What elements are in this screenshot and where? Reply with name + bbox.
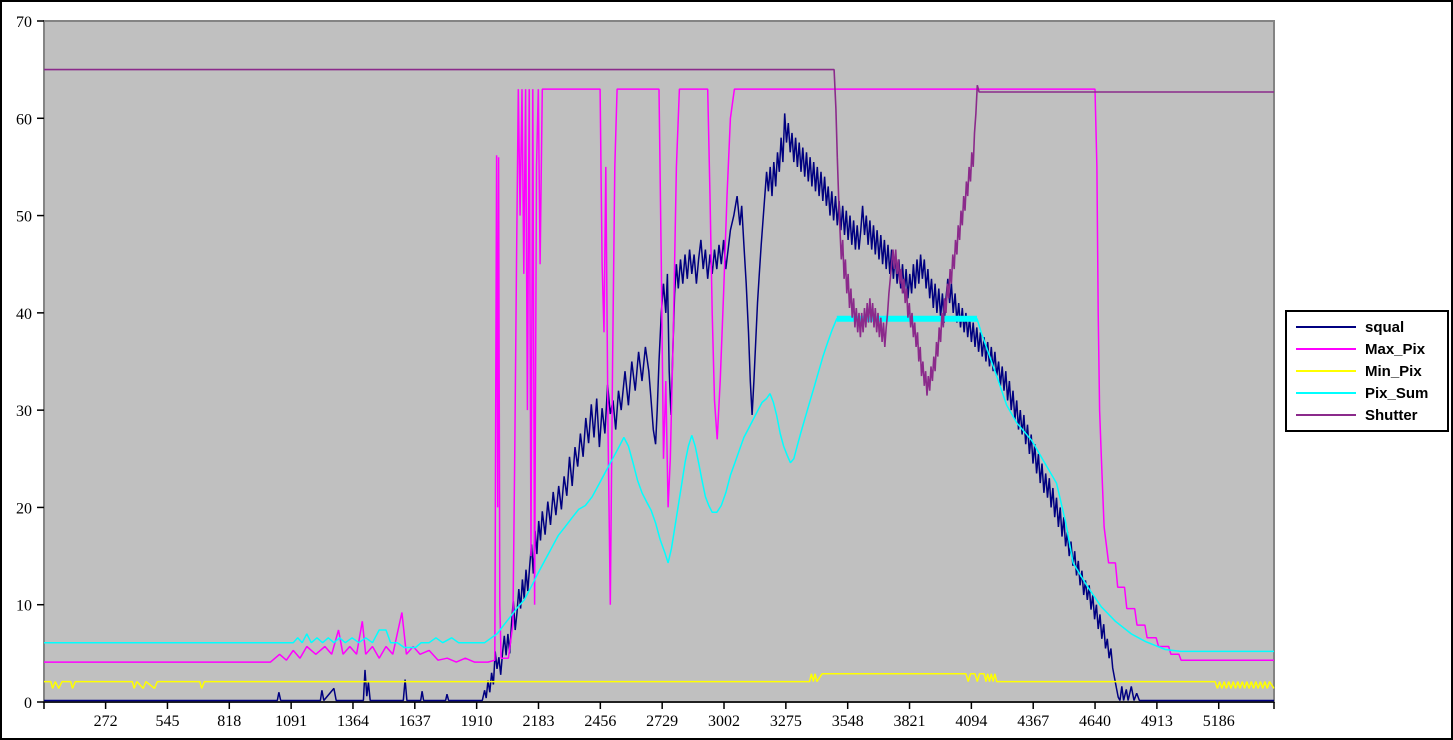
legend-swatch-Max_Pix bbox=[1296, 348, 1356, 350]
x-tick-label: 5186 bbox=[1203, 713, 1235, 730]
x-tick-label: 1091 bbox=[275, 713, 307, 730]
x-tick-label: 3548 bbox=[832, 713, 864, 730]
legend-label-Max_Pix: Max_Pix bbox=[1365, 340, 1426, 358]
x-tick-label: 2729 bbox=[646, 713, 678, 730]
x-tick-label: 1910 bbox=[461, 713, 493, 730]
y-tick-label: 30 bbox=[16, 403, 32, 420]
legend-entry-Max_Pix: Max_Pix bbox=[1287, 339, 1447, 359]
legend-label-Min_Pix: Min_Pix bbox=[1365, 362, 1422, 380]
legend-swatch-Min_Pix bbox=[1296, 370, 1356, 372]
legend-entry-Pix_Sum: Pix_Sum bbox=[1287, 383, 1447, 403]
y-tick-label: 20 bbox=[16, 500, 32, 517]
x-tick-label: 2456 bbox=[584, 713, 616, 730]
x-tick-label: 4367 bbox=[1017, 713, 1049, 730]
legend-swatch-squal bbox=[1296, 326, 1356, 328]
legend-label-Shutter: Shutter bbox=[1365, 406, 1418, 424]
y-tick-label: 10 bbox=[16, 598, 32, 615]
x-tick-label: 818 bbox=[217, 713, 241, 730]
series-squal-line bbox=[44, 113, 1274, 702]
x-tick-label: 3821 bbox=[894, 713, 926, 730]
x-tick-label: 272 bbox=[94, 713, 118, 730]
y-tick-label: 60 bbox=[16, 111, 32, 128]
chart-legend: squal Max_Pix Min_Pix Pix_Sum Shutter bbox=[1285, 310, 1449, 432]
y-tick-label: 50 bbox=[16, 209, 32, 226]
x-tick-label: 3002 bbox=[708, 713, 740, 730]
y-tick-label: 40 bbox=[16, 306, 32, 323]
legend-entry-squal: squal bbox=[1287, 317, 1447, 337]
x-tick-label: 1637 bbox=[399, 713, 431, 730]
legend-swatch-Shutter bbox=[1296, 414, 1356, 416]
x-tick-label: 4094 bbox=[955, 713, 987, 730]
legend-label-squal: squal bbox=[1365, 318, 1405, 336]
series-Shutter-line bbox=[44, 68, 1274, 396]
x-tick-label: 3275 bbox=[770, 713, 802, 730]
y-tick-label: 70 bbox=[16, 14, 32, 31]
y-tick-label: 0 bbox=[24, 695, 32, 712]
legend-label-Pix_Sum: Pix_Sum bbox=[1365, 384, 1429, 402]
series-Pix_Sum-line bbox=[44, 317, 1274, 653]
series-Max_Pix-line bbox=[44, 88, 1274, 663]
x-tick-label: 4913 bbox=[1141, 713, 1173, 730]
x-tick-label: 1364 bbox=[337, 713, 369, 730]
x-tick-label: 2183 bbox=[522, 713, 554, 730]
legend-entry-Shutter: Shutter bbox=[1287, 405, 1447, 425]
legend-swatch-Pix_Sum bbox=[1296, 392, 1356, 394]
x-tick-label: 4640 bbox=[1079, 713, 1111, 730]
x-tick-label: 545 bbox=[155, 713, 179, 730]
series-Min_Pix-line bbox=[44, 673, 1275, 689]
legend-entry-Min_Pix: Min_Pix bbox=[1287, 361, 1447, 381]
